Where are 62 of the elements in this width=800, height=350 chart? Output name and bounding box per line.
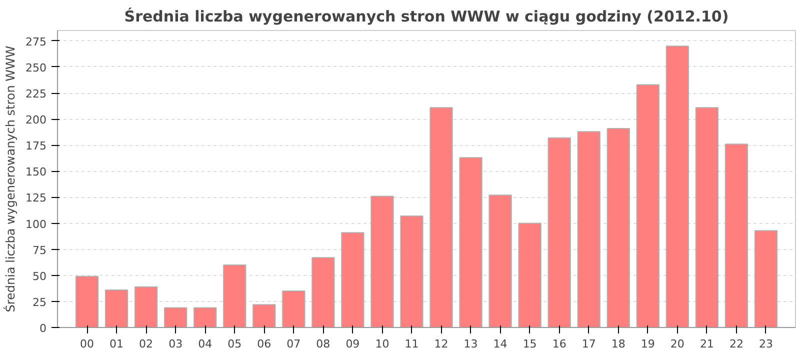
y-tick-label: 75: [32, 244, 47, 257]
x-tick-label: 02: [139, 338, 154, 350]
y-tick-label: 225: [26, 88, 47, 101]
bar: [488, 194, 512, 328]
x-tick-label: 13: [464, 338, 478, 350]
x-tick-label: 08: [316, 338, 330, 350]
x-tick-label: 23: [758, 338, 773, 350]
x-tick-label: 07: [286, 338, 301, 350]
bar: [370, 196, 394, 328]
bar: [400, 215, 424, 328]
bar: [518, 222, 542, 328]
y-tick-label: 150: [26, 166, 47, 179]
bar: [75, 276, 99, 328]
y-tick-label: 125: [26, 192, 47, 205]
bar: [548, 137, 571, 328]
y-tick-label: 50: [32, 270, 47, 283]
y-tick-label: 0: [40, 322, 46, 335]
x-tick-label: 10: [375, 338, 390, 350]
bar: [636, 84, 660, 328]
x-tick-label: 12: [434, 338, 448, 350]
bar: [282, 290, 306, 328]
x-tick-label: 05: [228, 338, 242, 350]
x-tick-label: 11: [404, 338, 419, 350]
x-tick-label: 19: [640, 338, 655, 350]
x-tick-label: 01: [110, 338, 124, 350]
bar: [164, 307, 188, 328]
y-tick-label: 100: [26, 218, 47, 231]
y-tick-label: 250: [26, 61, 47, 74]
bar: [724, 144, 748, 328]
x-tick-label: 18: [611, 338, 626, 350]
y-tick-label: 25: [32, 296, 47, 309]
bar: [194, 307, 217, 328]
x-tick-label: 15: [522, 338, 537, 350]
bar: [430, 107, 453, 328]
bar: [104, 289, 128, 328]
x-tick-label: 14: [493, 338, 508, 350]
x-tick-label: 16: [552, 338, 566, 350]
bar: [312, 257, 335, 328]
bar: [695, 107, 719, 328]
bar: [252, 304, 276, 328]
chart-title: Średnia liczba wygenerowanych stron WWW w ciągu godziny (2012.10): [124, 8, 729, 26]
bar: [223, 264, 246, 328]
bar: [341, 232, 364, 328]
x-tick-label: 03: [168, 338, 183, 350]
y-tick-label: 175: [26, 140, 47, 153]
bar: [459, 157, 482, 328]
x-tick-label: 06: [257, 338, 272, 350]
bar: [577, 131, 600, 328]
x-tick-label: 20: [670, 338, 684, 350]
y-tick-label: 200: [26, 114, 47, 127]
x-tick-label: 00: [80, 338, 94, 350]
x-tick-label: 17: [582, 338, 596, 350]
y-tick-label: 275: [26, 35, 47, 48]
x-tick-label: 09: [346, 338, 360, 350]
bar: [754, 230, 778, 328]
y-axis-title: Średnia liczba wygenerowanych stron WWW: [2, 46, 18, 312]
x-tick-label: 04: [198, 338, 212, 350]
bar: [666, 46, 689, 328]
x-tick-label: 22: [729, 338, 744, 350]
x-tick-label: 21: [700, 338, 714, 350]
bar: [134, 286, 158, 328]
bar: [606, 128, 630, 328]
